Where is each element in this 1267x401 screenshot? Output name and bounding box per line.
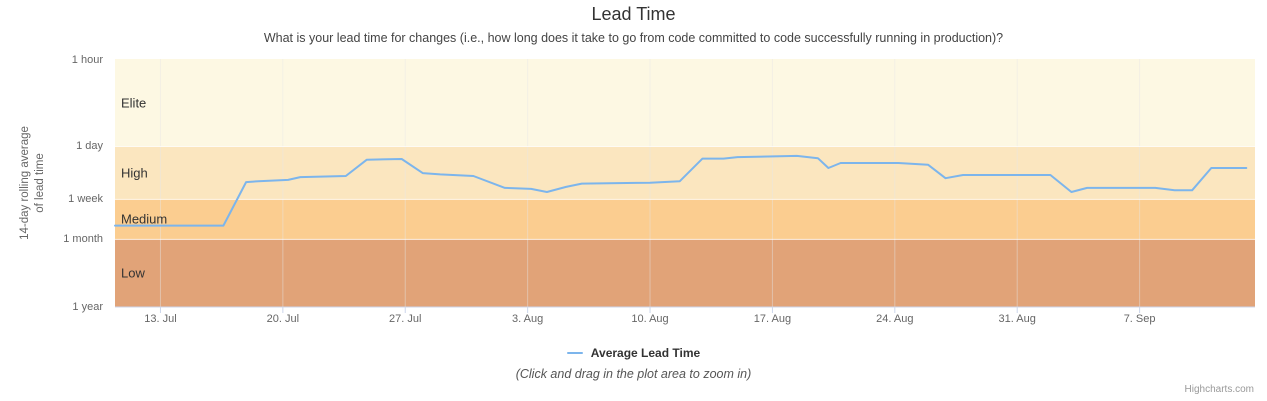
- x-axis-label-27-Jul: 27. Jul: [389, 313, 422, 325]
- x-axis-label-17-Aug: 17. Aug: [753, 313, 792, 325]
- chart-subtitle: What is your lead time for changes (i.e.…: [263, 31, 1004, 45]
- x-axis-label-3-Aug: 3. Aug: [512, 313, 544, 325]
- x-axis-label-24-Aug: 24. Aug: [876, 313, 914, 325]
- plot-band-high: [115, 146, 1255, 200]
- plot-band-low: [115, 239, 1255, 307]
- x-axis-label-10-Aug: 10. Aug: [631, 313, 669, 325]
- plot-band-elite: [115, 59, 1255, 147]
- y-axis-label-1-year: 1 year: [72, 301, 103, 313]
- x-axis-label-7-Sep: 7. Sep: [1123, 313, 1156, 325]
- legend-line-marker-icon: [566, 351, 583, 355]
- plot-area[interactable]: [115, 59, 1255, 307]
- y-axis-label-1-week: 1 week: [68, 193, 103, 206]
- legend-series-label: Average Lead Time: [590, 346, 701, 360]
- x-axis-label-31-Aug: 31. Aug: [998, 313, 1036, 325]
- plot-band-label-elite: Elite: [121, 95, 147, 111]
- y-axis-label-1-hour: 1 hour: [71, 54, 103, 66]
- y-axis-label-1-month: 1 month: [63, 233, 103, 246]
- series-line-average-lead-time: [114, 154, 1248, 227]
- chart-title: Lead Time: [591, 4, 676, 24]
- y-axis-label-1-day: 1 day: [76, 140, 103, 153]
- chart-caption: (Click and drag in the plot area to zoom…: [515, 367, 752, 381]
- highcharts-credits-link[interactable]: Highcharts.com: [1184, 384, 1254, 395]
- legend-item-average-lead-time[interactable]: Average Lead Time: [0, 346, 1267, 360]
- plot-band-label-high: High: [121, 165, 148, 181]
- plot-band-medium: [115, 199, 1255, 240]
- plot-band-label-low: Low: [121, 265, 145, 281]
- plot-band-label-medium: Medium: [121, 211, 168, 227]
- x-axis-label-20-Jul: 20. Jul: [266, 313, 300, 325]
- x-axis-label-13-Jul: 13. Jul: [144, 313, 177, 325]
